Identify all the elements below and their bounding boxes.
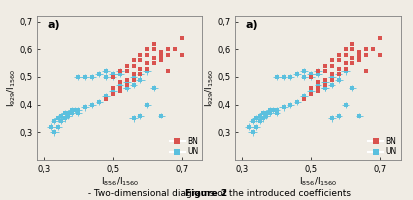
Point — [123, 70, 130, 73]
Point — [349, 48, 356, 51]
Point — [151, 61, 157, 65]
Point — [322, 64, 328, 67]
Point — [130, 73, 137, 76]
Point — [342, 53, 349, 56]
Point — [377, 53, 383, 56]
Point — [165, 70, 171, 73]
Point — [335, 53, 342, 56]
Point — [158, 50, 164, 54]
Legend: BN, UN: BN, UN — [366, 135, 398, 158]
Legend: BN, UN: BN, UN — [168, 135, 200, 158]
Point — [144, 61, 151, 65]
Point — [342, 48, 349, 51]
Point — [363, 70, 370, 73]
Point — [335, 67, 342, 70]
Point — [328, 64, 335, 67]
Point — [151, 48, 157, 51]
Point — [322, 78, 328, 81]
Point — [301, 97, 308, 101]
Point — [363, 53, 370, 56]
Y-axis label: I$_{929}$/I$_{1560}$: I$_{929}$/I$_{1560}$ — [204, 69, 216, 107]
Point — [109, 86, 116, 90]
Point — [322, 70, 328, 73]
Point — [315, 70, 321, 73]
Point — [328, 73, 335, 76]
Point — [328, 78, 335, 81]
Point — [342, 67, 349, 70]
Point — [144, 48, 151, 51]
Point — [349, 42, 356, 45]
Point — [356, 59, 363, 62]
Point — [116, 86, 123, 90]
Point — [356, 53, 363, 56]
X-axis label: I$_{856}$/I$_{1560}$: I$_{856}$/I$_{1560}$ — [299, 175, 337, 188]
Point — [178, 53, 185, 56]
Point — [130, 59, 137, 62]
Point — [123, 84, 130, 87]
Point — [109, 92, 116, 95]
Point — [144, 53, 151, 56]
Point — [308, 92, 314, 95]
Point — [328, 59, 335, 62]
Text: a): a) — [47, 20, 60, 30]
Point — [349, 56, 356, 59]
Point — [342, 61, 349, 65]
Point — [335, 73, 342, 76]
Point — [165, 53, 171, 56]
Point — [315, 89, 321, 92]
Point — [322, 84, 328, 87]
X-axis label: I$_{856}$/I$_{1560}$: I$_{856}$/I$_{1560}$ — [100, 175, 139, 188]
Point — [178, 37, 185, 40]
Point — [130, 64, 137, 67]
Point — [322, 84, 328, 87]
Point — [370, 48, 376, 51]
Point — [151, 42, 157, 45]
Point — [158, 56, 164, 59]
Point — [116, 89, 123, 92]
Point — [116, 81, 123, 84]
Point — [116, 70, 123, 73]
Point — [377, 37, 383, 40]
Point — [109, 75, 116, 79]
Point — [137, 53, 144, 56]
Point — [109, 92, 116, 95]
Point — [158, 59, 164, 62]
Point — [308, 92, 314, 95]
Text: Figure 2: Figure 2 — [185, 189, 228, 198]
Point — [165, 48, 171, 51]
Point — [308, 86, 314, 90]
Point — [137, 73, 144, 76]
Text: - Two-dimensional diagrams of the introduced coefficients: - Two-dimensional diagrams of the introd… — [62, 189, 351, 198]
Point — [363, 48, 370, 51]
Text: a): a) — [245, 20, 258, 30]
Point — [130, 78, 137, 81]
Point — [335, 59, 342, 62]
Point — [103, 97, 109, 101]
Point — [137, 59, 144, 62]
Point — [356, 56, 363, 59]
Point — [123, 84, 130, 87]
Point — [123, 78, 130, 81]
Point — [144, 67, 151, 70]
Point — [123, 64, 130, 67]
Point — [356, 50, 363, 54]
Point — [315, 81, 321, 84]
Point — [308, 75, 314, 79]
Point — [349, 61, 356, 65]
Point — [171, 48, 178, 51]
Point — [137, 67, 144, 70]
Point — [315, 86, 321, 90]
Point — [151, 56, 157, 59]
Point — [158, 53, 164, 56]
Y-axis label: I$_{929}$/I$_{1560}$: I$_{929}$/I$_{1560}$ — [5, 69, 18, 107]
